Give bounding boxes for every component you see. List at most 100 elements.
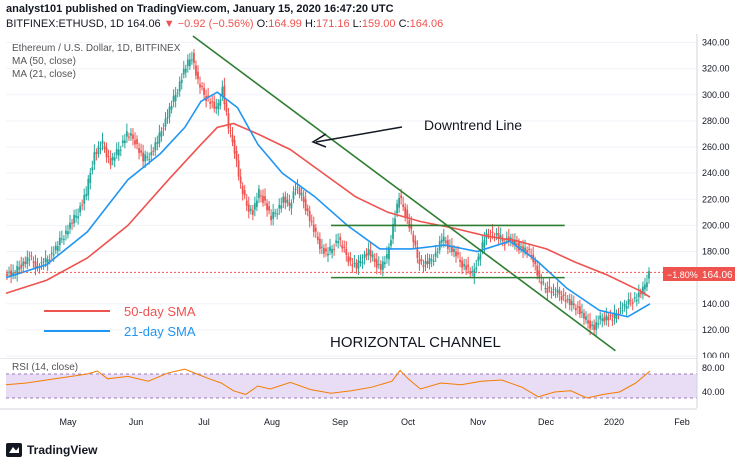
candle-body — [48, 259, 51, 261]
price-tick-240: 240.00 — [702, 168, 730, 178]
candle-body — [355, 262, 358, 269]
candle-body — [113, 157, 116, 161]
candle-body — [455, 251, 457, 257]
candle-body — [290, 203, 293, 209]
candle-body — [314, 228, 317, 232]
candle-body — [306, 208, 309, 212]
candle-body — [209, 101, 212, 104]
candle-body — [477, 256, 480, 262]
candle-body — [398, 197, 401, 208]
candle-body — [296, 187, 299, 189]
candle-body — [34, 261, 37, 269]
candle-body — [377, 264, 380, 266]
candle-body — [321, 246, 323, 248]
candle-body — [430, 259, 433, 261]
candle-body — [381, 261, 384, 270]
rsi-line — [5, 368, 651, 399]
candle-body — [132, 134, 134, 139]
sma50-label: 50-day SMA — [124, 304, 196, 319]
candle-body — [119, 149, 122, 151]
candle-body — [581, 311, 583, 313]
candle-body — [585, 316, 587, 320]
candle-body — [215, 106, 218, 109]
candle-body — [402, 204, 405, 208]
candle-body — [24, 261, 27, 264]
candle-body — [520, 246, 522, 248]
candle-body — [237, 160, 240, 177]
candle-body — [353, 262, 356, 264]
candle-body — [101, 140, 104, 145]
candle-body — [509, 237, 512, 240]
candle-body — [371, 254, 374, 258]
candle-body — [318, 238, 321, 249]
candles — [6, 49, 650, 337]
low-value: 159.00 — [361, 18, 396, 30]
candle-body — [357, 260, 360, 269]
candle-body — [595, 322, 598, 330]
time-tick-nov: Nov — [470, 417, 487, 427]
price-tick-300: 300.00 — [702, 90, 730, 100]
time-tick-feb: Feb — [674, 417, 690, 427]
candle-body — [312, 224, 315, 232]
candle-body — [302, 196, 305, 202]
candle-body — [99, 148, 102, 149]
ma21-line — [5, 91, 651, 318]
candle-body — [46, 259, 49, 265]
candle-body — [52, 254, 55, 256]
candle-body — [412, 234, 415, 242]
candle-body — [77, 216, 80, 219]
candle-body — [243, 190, 246, 196]
candle-body — [558, 290, 561, 295]
candle-body — [253, 203, 256, 210]
candle-body — [459, 259, 461, 262]
candle-body — [540, 281, 543, 285]
candle-body — [150, 152, 153, 156]
price-chart[interactable]: Ethereum / U.S. Dollar, 1D, BITFINEX MA … — [0, 34, 740, 358]
candle-body — [140, 150, 142, 153]
candle-body — [117, 149, 120, 156]
legend-title: Ethereum / U.S. Dollar, 1D, BITFINEX — [12, 43, 181, 54]
price-axis[interactable]: 340.00 320.00 300.00 280.00 260.00 240.00 220.… — [696, 34, 730, 358]
time-tick-oct: Oct — [401, 417, 416, 427]
close-label: C: — [398, 18, 410, 30]
candle-body — [522, 246, 524, 252]
candle-body — [125, 131, 128, 137]
candle-body — [325, 248, 327, 252]
candle-body — [40, 261, 43, 264]
candle-body — [221, 86, 224, 96]
candle-body — [178, 81, 181, 92]
candle-body — [418, 259, 421, 265]
candle-body — [424, 261, 427, 265]
candle-body — [268, 206, 270, 211]
candle-body — [186, 59, 189, 67]
candle-body — [646, 282, 648, 288]
candle-body — [375, 259, 378, 268]
rsi-band — [6, 374, 697, 398]
candle-body — [609, 315, 612, 317]
time-axis[interactable]: May Jun Jul Aug Sep Oct Nov Dec 2020 Feb — [0, 408, 740, 434]
candle-body — [457, 252, 459, 255]
close-value: 164.06 — [409, 18, 444, 30]
candle-body — [294, 188, 297, 191]
candle-body — [292, 191, 295, 200]
candle-body — [316, 236, 319, 241]
candle-body — [298, 188, 301, 195]
candle-body — [394, 218, 396, 226]
candle-body — [633, 297, 636, 299]
candle-body — [487, 234, 490, 236]
candle-body — [579, 306, 581, 315]
candle-body — [89, 173, 92, 183]
candle-body — [258, 188, 260, 198]
candle-body — [611, 319, 614, 321]
candle-body — [351, 264, 354, 267]
author-text: analyst101 published on TradingView.com,… — [6, 3, 394, 15]
candle-body — [339, 237, 342, 241]
time-tick-2020: 2020 — [604, 417, 624, 427]
rsi-panel[interactable]: RSI (14, close) 80.00 40.00 — [0, 358, 740, 408]
candle-body — [619, 307, 622, 309]
candle-body — [516, 243, 518, 245]
candle-body — [160, 131, 163, 137]
rsi-axis: 80.00 40.00 — [0, 358, 725, 408]
candle-body — [621, 310, 624, 312]
candle-body — [639, 292, 642, 295]
